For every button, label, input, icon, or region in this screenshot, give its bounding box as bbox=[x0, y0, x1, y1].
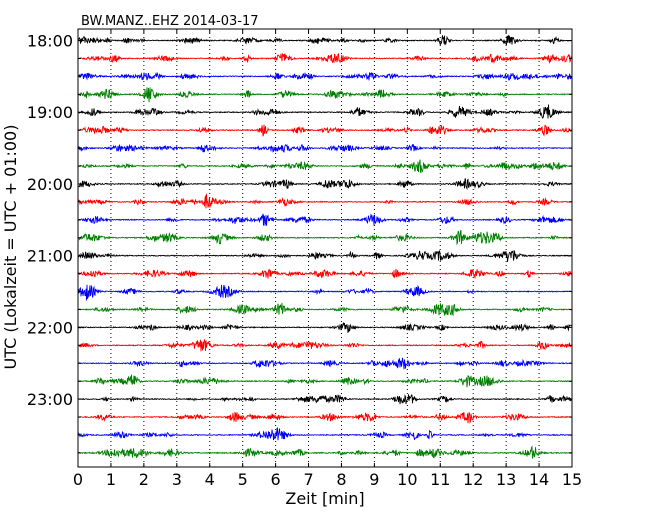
x-tick-label: 15 bbox=[562, 470, 582, 489]
seismogram-trace bbox=[77, 284, 573, 301]
seismogram-trace bbox=[77, 213, 573, 226]
x-tick-label: 2 bbox=[139, 470, 149, 489]
seismogram-trace bbox=[77, 71, 573, 81]
seismogram-trace bbox=[77, 321, 573, 334]
seismogram-trace bbox=[77, 87, 573, 103]
seismogram-trace bbox=[77, 143, 573, 153]
seismogram-trace bbox=[77, 394, 573, 405]
seismogram-trace bbox=[77, 339, 573, 352]
y-tick-label: 20:00 bbox=[27, 175, 73, 194]
seismogram-trace bbox=[77, 427, 573, 441]
trace-lines bbox=[77, 34, 573, 459]
x-tick-label: 7 bbox=[303, 470, 313, 489]
x-tick-label: 5 bbox=[238, 470, 248, 489]
x-tick-label: 1 bbox=[106, 470, 116, 489]
seismogram-trace bbox=[77, 445, 573, 459]
seismogram-trace bbox=[77, 230, 573, 246]
x-tick-label: 8 bbox=[336, 470, 346, 489]
seismogram-trace bbox=[77, 52, 573, 65]
seismogram-trace bbox=[77, 249, 573, 262]
seismogram-trace bbox=[77, 374, 573, 388]
axis-ticks bbox=[77, 29, 573, 467]
seismogram-trace bbox=[77, 268, 573, 279]
x-tick-label: 10 bbox=[397, 470, 417, 489]
chart-title: BW.MANZ..EHZ 2014-03-17 bbox=[81, 14, 259, 29]
x-tick-label: 9 bbox=[369, 470, 379, 489]
seismogram-trace bbox=[77, 159, 573, 174]
seismogram-trace bbox=[77, 124, 573, 137]
seismogram-trace bbox=[77, 104, 573, 119]
x-tick-label: 3 bbox=[172, 470, 182, 489]
y-tick-label: 21:00 bbox=[27, 247, 73, 266]
x-tick-label: 11 bbox=[430, 470, 450, 489]
x-tick-label: 13 bbox=[496, 470, 516, 489]
seismogram-trace bbox=[77, 357, 573, 370]
x-tick-labels: 0 1 2 3 4 5 6 7 8 9 10 11 12 13 14 15 bbox=[73, 470, 582, 489]
seismogram-trace bbox=[77, 411, 573, 425]
plot-frame bbox=[77, 28, 573, 468]
x-tick-label: 0 bbox=[73, 470, 83, 489]
y-tick-labels: 18:00 19:00 20:00 21:00 22:00 23:00 bbox=[27, 32, 73, 410]
seismogram-trace bbox=[77, 34, 572, 46]
x-tick-label: 4 bbox=[205, 470, 215, 489]
y-tick-label: 18:00 bbox=[27, 32, 73, 51]
y-axis-label: UTC (Lokalzeit = UTC + 01:00) bbox=[1, 125, 20, 370]
x-tick-label: 12 bbox=[463, 470, 483, 489]
seismogram-trace bbox=[77, 302, 573, 317]
y-tick-label: 23:00 bbox=[27, 390, 73, 409]
seismogram-trace bbox=[77, 193, 573, 209]
x-axis-label: Zeit [min] bbox=[285, 489, 364, 508]
y-tick-label: 19:00 bbox=[27, 103, 73, 122]
y-tick-label: 22:00 bbox=[27, 318, 73, 337]
x-tick-label: 14 bbox=[529, 470, 549, 489]
x-tick-label: 6 bbox=[271, 470, 281, 489]
seismogram-trace bbox=[77, 178, 573, 190]
